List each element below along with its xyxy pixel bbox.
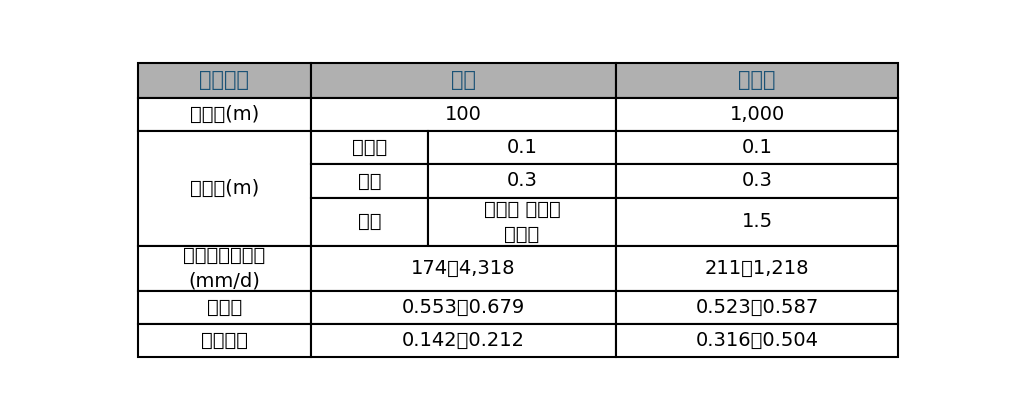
- Bar: [310, 131, 428, 164]
- Text: 해상도(m): 해상도(m): [190, 105, 259, 124]
- Bar: [616, 291, 898, 324]
- Text: 전지구: 전지구: [738, 70, 775, 90]
- Text: 자료종류: 자료종류: [199, 70, 250, 90]
- Text: 0.523～0.587: 0.523～0.587: [696, 298, 819, 317]
- Text: 211～1,218: 211～1,218: [705, 259, 810, 278]
- Bar: [616, 198, 898, 246]
- Text: 0.1: 0.1: [507, 138, 538, 157]
- Bar: [139, 98, 310, 131]
- Bar: [616, 98, 898, 131]
- Bar: [139, 63, 310, 98]
- Text: 0.553～0.679: 0.553～0.679: [401, 298, 525, 317]
- Bar: [310, 246, 616, 291]
- Bar: [310, 291, 616, 324]
- Text: 포화수리전도도
(mm/d): 포화수리전도도 (mm/d): [183, 246, 266, 290]
- Bar: [616, 131, 898, 164]
- Text: 100: 100: [445, 105, 481, 124]
- Bar: [139, 291, 310, 324]
- Bar: [310, 324, 616, 357]
- Text: 0.3: 0.3: [507, 171, 538, 191]
- Bar: [139, 246, 310, 291]
- Text: 격자별 깊이가
상이함: 격자별 깊이가 상이함: [483, 200, 560, 244]
- Bar: [616, 164, 898, 198]
- Bar: [310, 98, 616, 131]
- Text: 토양층(m): 토양층(m): [190, 179, 259, 198]
- Bar: [616, 63, 898, 98]
- Bar: [616, 324, 898, 357]
- Text: 174～4,318: 174～4,318: [411, 259, 516, 278]
- Text: 임계점: 임계점: [206, 298, 242, 317]
- Text: 국내: 국내: [451, 70, 476, 90]
- Bar: [139, 131, 310, 246]
- Text: 최상부: 최상부: [352, 138, 387, 157]
- Text: 하부: 하부: [358, 212, 381, 231]
- Bar: [310, 63, 616, 98]
- Bar: [428, 131, 616, 164]
- Text: 상부: 상부: [358, 171, 381, 191]
- Text: 0.3: 0.3: [742, 171, 772, 191]
- Text: 시들음점: 시들음점: [201, 331, 248, 350]
- Text: 0.142～0.212: 0.142～0.212: [401, 331, 525, 350]
- Bar: [139, 324, 310, 357]
- Bar: [428, 198, 616, 246]
- Text: 1,000: 1,000: [730, 105, 785, 124]
- Bar: [310, 198, 428, 246]
- Bar: [616, 246, 898, 291]
- Text: 1.5: 1.5: [741, 212, 772, 231]
- Bar: [428, 164, 616, 198]
- Text: 0.1: 0.1: [742, 138, 772, 157]
- Text: 0.316～0.504: 0.316～0.504: [696, 331, 819, 350]
- Bar: [310, 164, 428, 198]
